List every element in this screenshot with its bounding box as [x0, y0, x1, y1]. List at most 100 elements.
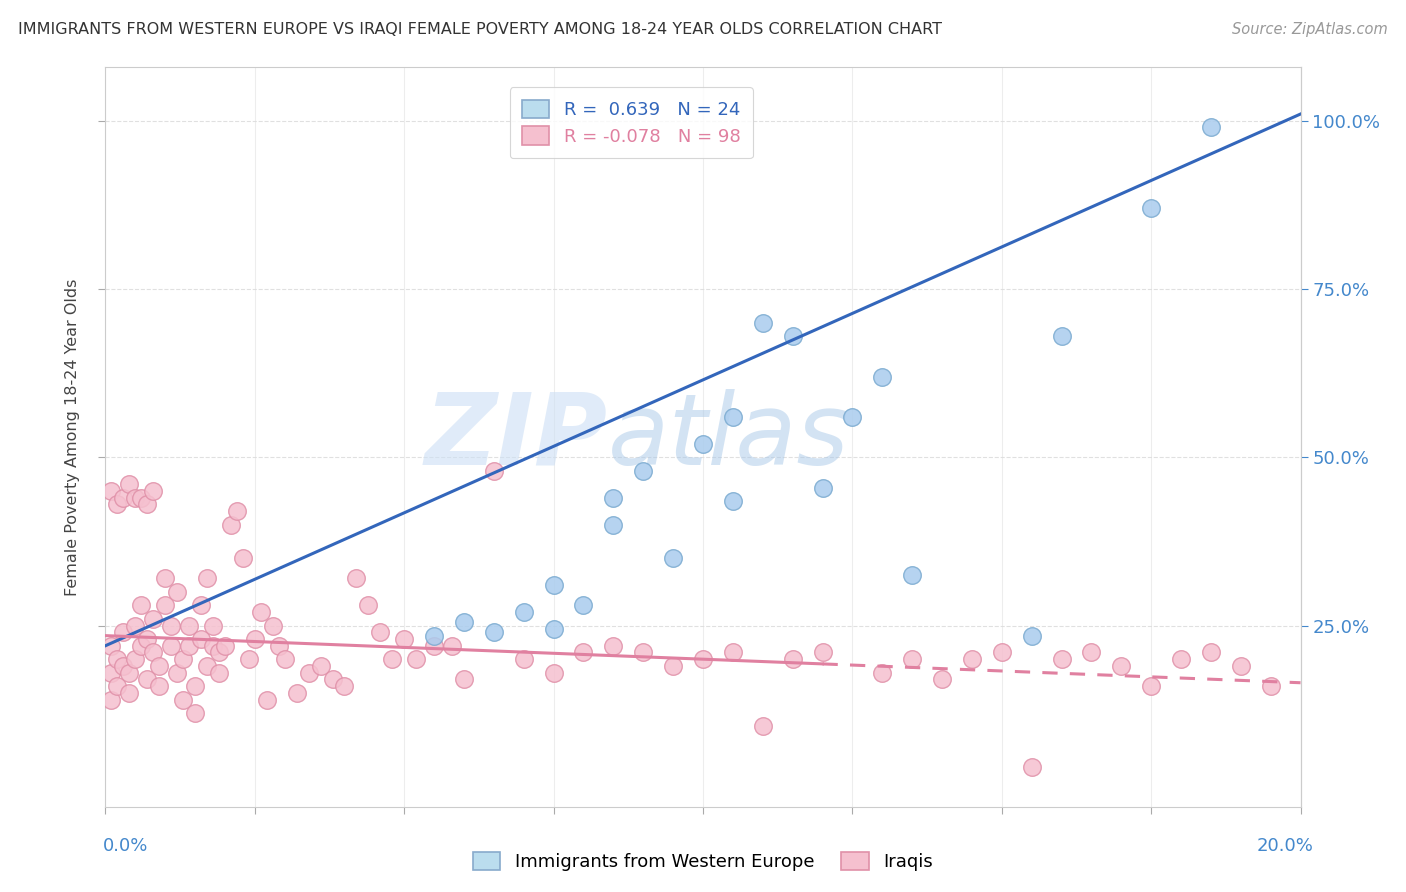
Point	[112, 625, 135, 640]
Point	[202, 639, 225, 653]
Point	[136, 632, 159, 646]
Point	[225, 504, 249, 518]
Point	[931, 673, 953, 687]
Point	[172, 652, 194, 666]
Point	[124, 491, 146, 505]
Point	[872, 369, 894, 384]
Point	[190, 632, 212, 646]
Point	[219, 517, 242, 532]
Point	[129, 639, 153, 653]
Point	[238, 652, 260, 666]
Point	[321, 673, 344, 687]
Point	[1050, 329, 1073, 343]
Text: 20.0%: 20.0%	[1257, 837, 1313, 855]
Text: Source: ZipAtlas.com: Source: ZipAtlas.com	[1232, 22, 1388, 37]
Point	[1050, 652, 1073, 666]
Point	[441, 639, 464, 653]
Point	[273, 652, 295, 666]
Point	[118, 477, 141, 491]
Point	[118, 665, 141, 680]
Point	[1021, 629, 1043, 643]
Point	[136, 497, 159, 511]
Point	[1140, 679, 1163, 693]
Point	[633, 645, 655, 659]
Point	[298, 665, 321, 680]
Point	[107, 679, 129, 693]
Point	[394, 632, 416, 646]
Point	[721, 494, 744, 508]
Point	[177, 618, 201, 632]
Point	[100, 692, 122, 706]
Point	[208, 665, 231, 680]
Point	[166, 585, 188, 599]
Point	[100, 665, 122, 680]
Point	[124, 618, 146, 632]
Point	[1080, 645, 1102, 659]
Point	[129, 599, 153, 613]
Point	[990, 645, 1012, 659]
Point	[543, 578, 565, 592]
Point	[721, 645, 744, 659]
Point	[250, 605, 273, 619]
Point	[166, 665, 188, 680]
Point	[482, 625, 505, 640]
Point	[148, 659, 170, 673]
Point	[136, 673, 159, 687]
Point	[543, 665, 565, 680]
Point	[368, 625, 391, 640]
Point	[423, 629, 446, 643]
Point	[751, 719, 773, 733]
Point	[381, 652, 404, 666]
Text: atlas: atlas	[607, 389, 849, 485]
Point	[633, 464, 655, 478]
Point	[118, 686, 141, 700]
Point	[1021, 760, 1043, 774]
Y-axis label: Female Poverty Among 18-24 Year Olds: Female Poverty Among 18-24 Year Olds	[65, 278, 80, 596]
Point	[423, 639, 446, 653]
Point	[309, 659, 332, 673]
Point	[1260, 679, 1282, 693]
Point	[721, 409, 744, 424]
Point	[155, 599, 177, 613]
Point	[142, 483, 165, 498]
Point	[811, 645, 834, 659]
Point	[543, 622, 565, 636]
Point	[142, 612, 165, 626]
Point	[405, 652, 427, 666]
Point	[195, 659, 218, 673]
Point	[572, 599, 595, 613]
Point	[190, 599, 212, 613]
Point	[172, 692, 194, 706]
Point	[1111, 659, 1133, 673]
Point	[901, 652, 924, 666]
Point	[1229, 659, 1253, 673]
Point	[267, 639, 290, 653]
Text: IMMIGRANTS FROM WESTERN EUROPE VS IRAQI FEMALE POVERTY AMONG 18-24 YEAR OLDS COR: IMMIGRANTS FROM WESTERN EUROPE VS IRAQI …	[18, 22, 942, 37]
Point	[124, 652, 146, 666]
Legend: Immigrants from Western Europe, Iraqis: Immigrants from Western Europe, Iraqis	[465, 845, 941, 879]
Point	[333, 679, 356, 693]
Text: ZIP: ZIP	[425, 389, 607, 485]
Point	[513, 605, 536, 619]
Point	[155, 571, 177, 585]
Point	[1199, 120, 1222, 135]
Point	[751, 316, 773, 330]
Point	[107, 652, 129, 666]
Point	[453, 673, 475, 687]
Point	[285, 686, 308, 700]
Point	[357, 599, 380, 613]
Point	[602, 491, 624, 505]
Point	[112, 491, 135, 505]
Point	[346, 571, 368, 585]
Point	[214, 639, 236, 653]
Point	[782, 652, 804, 666]
Point	[112, 659, 135, 673]
Point	[1140, 201, 1163, 215]
Point	[901, 568, 924, 582]
Point	[572, 645, 595, 659]
Point	[692, 437, 714, 451]
Point	[841, 409, 863, 424]
Point	[453, 615, 475, 630]
Point	[243, 632, 266, 646]
Point	[129, 491, 153, 505]
